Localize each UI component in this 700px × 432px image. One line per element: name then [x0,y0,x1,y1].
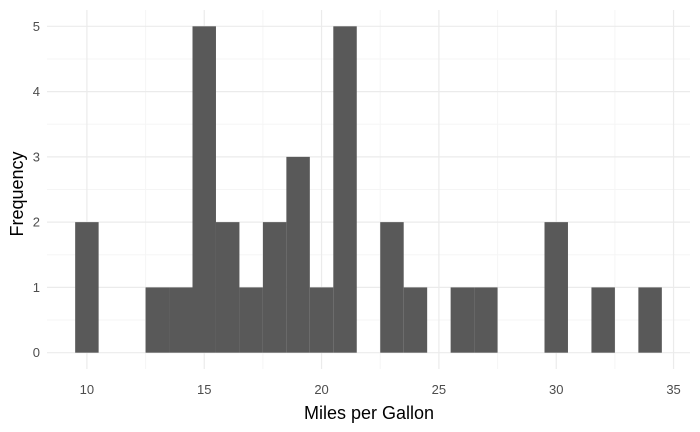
histogram-bar [239,287,263,353]
y-tick-label: 4 [33,84,40,99]
y-tick-label: 2 [33,215,40,230]
x-axis-title: Miles per Gallon [304,403,434,423]
y-tick-label: 0 [33,345,40,360]
histogram-bar [403,287,428,353]
histogram-bar [169,287,193,353]
histogram-bar [474,287,498,353]
histogram-bar [286,156,310,353]
y-axis-tick-labels: 0 1 2 3 4 5 [33,19,40,360]
histogram-bar [450,287,475,353]
histogram-bar [215,222,240,353]
x-tick-label: 35 [666,382,680,397]
x-tick-label: 20 [314,382,328,397]
histogram-bar [192,26,216,353]
x-tick-label: 10 [80,382,94,397]
y-tick-label: 5 [33,19,40,34]
histogram-bar [145,287,170,353]
histogram-bar [380,222,404,353]
histogram-bar [262,222,287,353]
x-tick-label: 25 [432,382,446,397]
histogram-bar [544,222,568,353]
x-tick-label: 30 [549,382,563,397]
histogram-bar [333,26,357,353]
x-axis-tick-labels: 10 15 20 25 30 35 [80,382,681,397]
y-tick-label: 3 [33,149,40,164]
histogram-bar [309,287,334,353]
histogram-bar [591,287,615,353]
x-tick-label: 15 [197,382,211,397]
histogram-bar [75,222,99,353]
bars-layer [75,26,662,353]
histogram-bar [638,287,662,353]
y-axis-title: Frequency [7,151,27,236]
y-tick-label: 1 [33,280,40,295]
